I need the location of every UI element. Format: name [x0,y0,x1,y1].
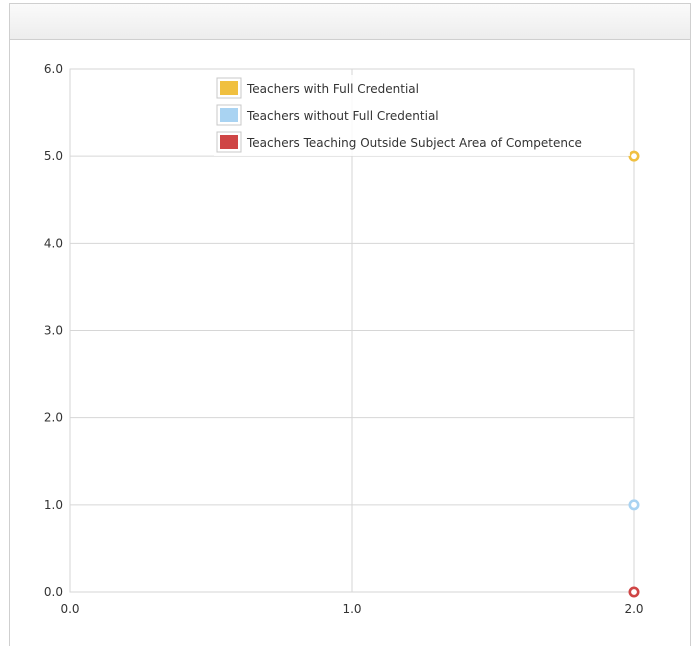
data-point[interactable] [628,499,640,511]
legend-background [214,75,630,156]
x-tick-label: 2.0 [624,602,643,616]
y-tick-label: 4.0 [44,236,63,250]
y-tick-label: 3.0 [44,324,63,338]
legend-label: Teachers Teaching Outside Subject Area o… [246,136,582,150]
data-point[interactable] [628,586,640,598]
legend-swatch [220,108,238,122]
y-tick-label: 1.0 [44,498,63,512]
y-axis-ticks: 0.0 1.0 2.0 3.0 4.0 5.0 6.0 [44,62,63,599]
legend-swatch [220,81,238,95]
y-tick-label: 5.0 [44,149,63,163]
data-points [628,150,640,598]
x-tick-label: 0.0 [60,602,79,616]
grid-lines [69,68,635,593]
legend-label: Teachers without Full Credential [246,109,439,123]
x-tick-label: 1.0 [342,602,361,616]
x-axis-ticks: 0.0 1.0 2.0 [60,602,643,616]
legend-swatch [220,135,238,149]
data-point[interactable] [628,150,640,162]
legend-label: Teachers with Full Credential [246,82,419,96]
y-tick-label: 2.0 [44,411,63,425]
legend: Teachers with Full Credential Teachers wi… [214,75,630,156]
panel-header [10,4,690,40]
y-tick-label: 0.0 [44,585,63,599]
y-tick-label: 6.0 [44,62,63,76]
